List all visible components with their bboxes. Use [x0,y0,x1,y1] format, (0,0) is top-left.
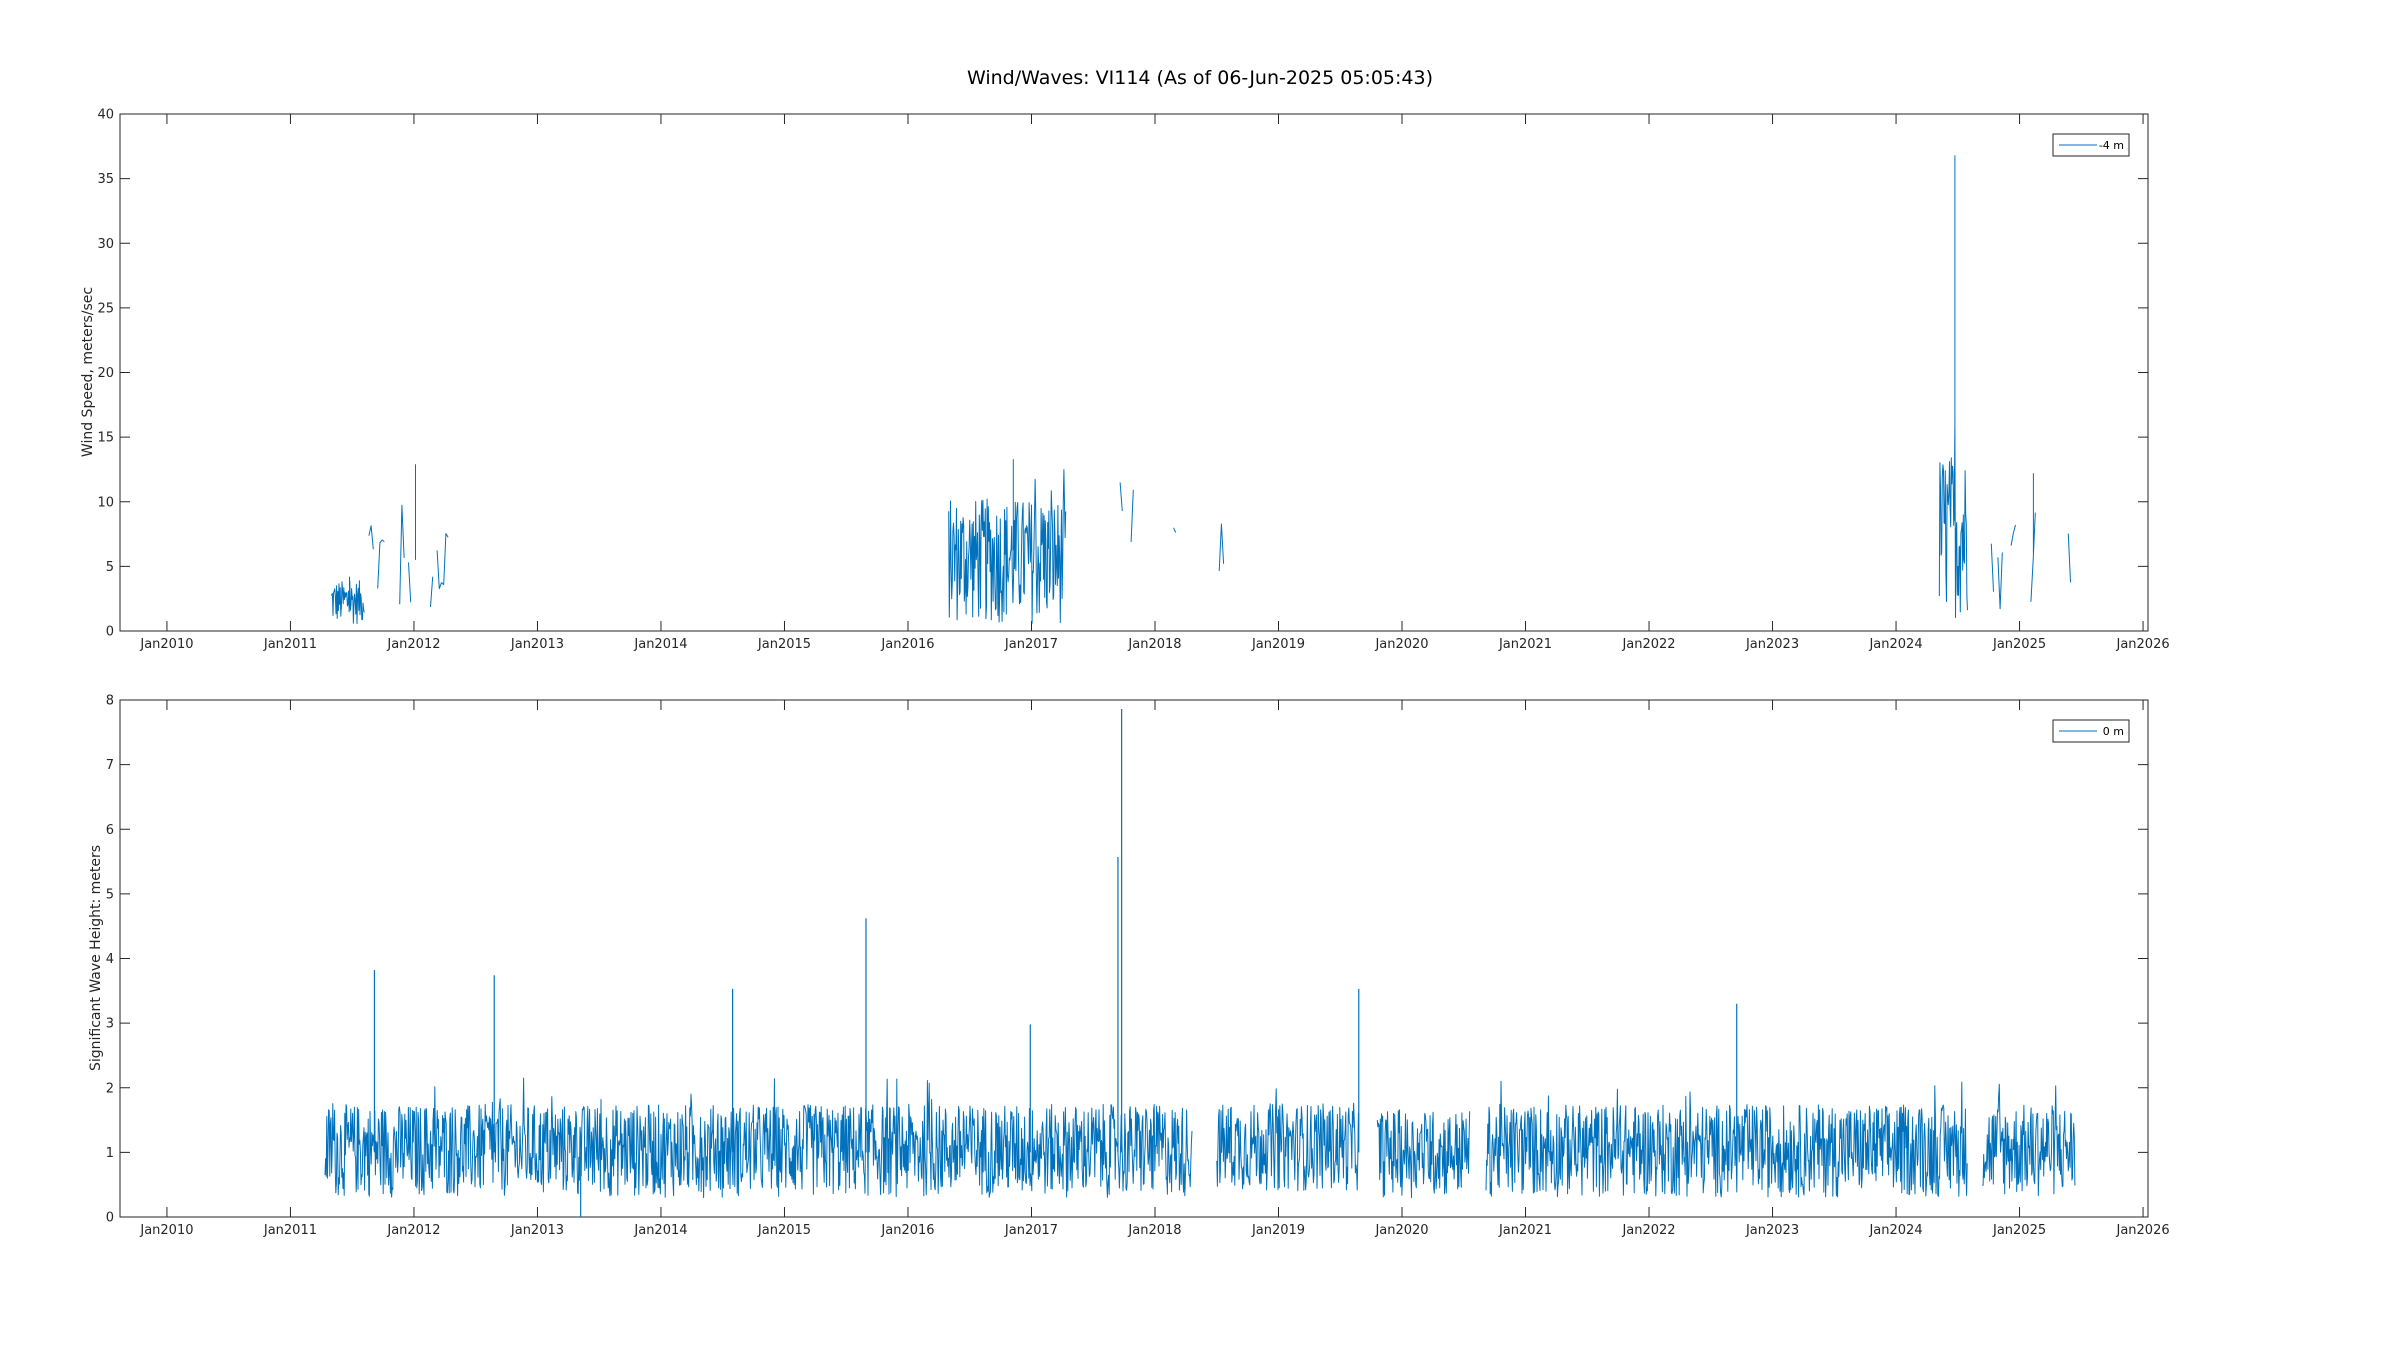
y-tick-label: 4 [106,952,114,967]
y-tick-label: 0 [106,625,114,640]
y-tick-label: 2 [106,1081,114,1096]
y-tick-label: 5 [106,560,114,575]
x-tick-label: Jan2024 [1868,637,1922,652]
series-line-segment [324,1077,1193,1199]
legend: 0 m [2052,719,2130,743]
x-tick-label: Jan2018 [1127,637,1181,652]
x-tick-label: Jan2011 [263,637,317,652]
series-line-segment [1216,1088,1359,1192]
x-tick-label: Jan2014 [633,1223,687,1238]
series-line-segment [330,576,365,625]
x-tick-label: Jan2014 [633,637,687,652]
x-tick-label: Jan2022 [1621,1223,1675,1238]
legend-entry-label: -4 m [2099,139,2124,152]
x-tick-label: Jan2026 [2115,637,2169,652]
series-line-segment [1938,155,1968,618]
x-tick-label: Jan2019 [1251,637,1305,652]
x-tick-label: Jan2025 [1992,637,2046,652]
x-tick-label: Jan2016 [880,1223,934,1238]
x-tick-label: Jan2021 [1498,1223,1552,1238]
series-line-segment [1990,473,2071,610]
y-tick-label: 0 [106,1211,114,1226]
axes-box [119,113,2149,632]
x-tick-label: Jan2015 [757,637,811,652]
x-tick-label: Jan2022 [1621,637,1675,652]
series-line-segment [368,464,449,608]
y-axis-label: Wind Speed, meters/sec [80,287,96,457]
legend-entry-label: 0 m [2103,725,2124,738]
x-tick-label: Jan2015 [757,1223,811,1238]
series-line-segment [1485,1080,1968,1198]
x-tick-label: Jan2017 [1004,637,1058,652]
x-tick-label: Jan2018 [1127,1223,1181,1238]
y-tick-label: 8 [106,694,114,709]
y-tick-label: 5 [106,887,114,902]
x-tick-label: Jan2013 [510,1223,564,1238]
series-line-segment [1982,1083,2076,1196]
y-tick-label: 6 [106,823,114,838]
series-line-segment [1173,527,1177,533]
x-tick-label: Jan2026 [2115,1223,2169,1238]
figure-title: Wind/Waves: VI114 (As of 06-Jun-2025 05:… [967,67,1433,89]
wave-height-axes: 0 1 2 3 4 5 6 7 8 Jan2010 Jan2011 Jan2012 Jan2013 Jan… [88,694,2170,1239]
x-tick-label: Jan2010 [139,637,193,652]
y-tick-label: 30 [97,237,114,252]
x-tick-label: Jan2023 [1745,637,1799,652]
legend: -4 m [2052,133,2130,157]
series-line-segment [1219,524,1228,571]
series-line-segment [948,459,1067,624]
wind-speed-axes: 0 5 10 15 20 25 30 35 40 Jan2010 Jan2011 Jan2012 Jan… [80,108,2170,653]
x-tick-label: Jan2012 [386,1223,440,1238]
series-line-segment [1119,482,1134,543]
x-tick-label: Jan2012 [386,637,440,652]
y-tick-label: 15 [97,431,114,446]
x-tick-label: Jan2019 [1251,1223,1305,1238]
x-tick-label: Jan2017 [1004,1223,1058,1238]
x-tick-label: Jan2016 [880,637,934,652]
y-tick-label: 20 [97,366,114,381]
x-tick-label: Jan2013 [510,637,564,652]
y-tick-label: 7 [106,758,114,773]
x-tick-label: Jan2024 [1868,1223,1922,1238]
x-tick-label: Jan2011 [263,1223,317,1238]
series-line-segment [1376,1109,1471,1198]
x-tick-label: Jan2025 [1992,1223,2046,1238]
x-tick-label: Jan2020 [1374,637,1428,652]
y-tick-label: 25 [97,301,114,316]
x-tick-label: Jan2010 [139,1223,193,1238]
x-tick-label: Jan2020 [1374,1223,1428,1238]
y-tick-label: 1 [106,1146,114,1161]
y-tick-label: 40 [97,108,114,123]
y-tick-label: 10 [97,495,114,510]
y-tick-label: 35 [97,172,114,187]
y-tick-label: 3 [106,1017,114,1032]
y-axis-label: Significant Wave Height: meters [88,845,104,1071]
x-tick-label: Jan2021 [1498,637,1552,652]
x-tick-label: Jan2023 [1745,1223,1799,1238]
